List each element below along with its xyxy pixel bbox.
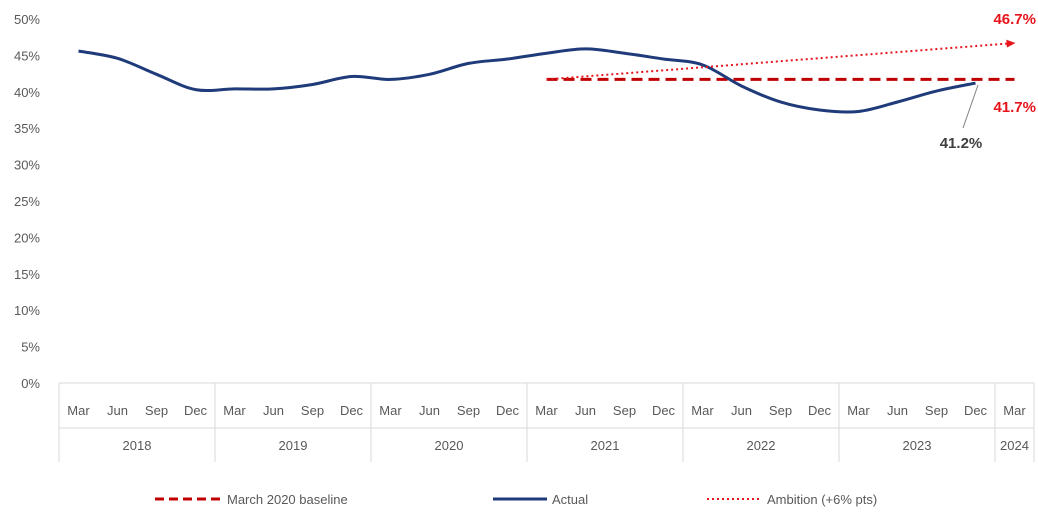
- annotations: 46.7% 41.7% 41.2%: [940, 11, 1036, 152]
- baseline-end-label: 41.7%: [993, 99, 1036, 116]
- x-tick-month: Sep: [613, 403, 636, 418]
- x-tick-month: Jun: [731, 403, 752, 418]
- x-tick-month: Jun: [575, 403, 596, 418]
- actual-end-leader-line: [962, 84, 979, 129]
- x-tick-month: Dec: [652, 403, 676, 418]
- x-tick-year: 2024: [1000, 438, 1029, 453]
- y-tick-label: 0%: [21, 376, 40, 391]
- x-tick-month: Mar: [379, 403, 402, 418]
- series-line-actual: [78, 47, 976, 114]
- y-axis-ticks: 0% 5% 10% 15% 20% 25% 30% 35% 40% 45% 50%: [14, 12, 40, 391]
- x-tick-month: Mar: [535, 403, 558, 418]
- ambition-end-label: 46.7%: [993, 11, 1036, 28]
- x-tick-month: Sep: [145, 403, 168, 418]
- x-tick-month: Mar: [691, 403, 714, 418]
- x-tick-year: 2019: [279, 438, 308, 453]
- legend-label-ambition: Ambition (+6% pts): [767, 492, 877, 507]
- x-tick-year: 2023: [903, 438, 932, 453]
- x-tick-month: Mar: [1003, 403, 1026, 418]
- y-tick-label: 40%: [14, 85, 40, 100]
- x-tick-month: Mar: [847, 403, 870, 418]
- plot-area: [78, 39, 1016, 114]
- x-tick-year: 2021: [591, 438, 620, 453]
- x-tick-month: Jun: [107, 403, 128, 418]
- y-tick-label: 30%: [14, 158, 40, 173]
- x-tick-month: Sep: [301, 403, 324, 418]
- x-tick-year: 2022: [747, 438, 776, 453]
- y-tick-label: 50%: [14, 12, 40, 27]
- legend: March 2020 baseline Actual Ambition (+6%…: [155, 492, 877, 507]
- y-tick-label: 5%: [21, 340, 40, 355]
- actual-end-label: 41.2%: [940, 135, 983, 152]
- x-tick-month: Dec: [340, 403, 364, 418]
- series-line-ambition: [546, 39, 1016, 81]
- x-tick-month: Jun: [887, 403, 908, 418]
- x-tick-month: Mar: [67, 403, 90, 418]
- x-tick-month: Dec: [184, 403, 208, 418]
- x-tick-month: Mar: [223, 403, 246, 418]
- x-tick-month: Jun: [419, 403, 440, 418]
- x-tick-year: 2020: [435, 438, 464, 453]
- x-tick-month: Dec: [808, 403, 832, 418]
- x-tick-year: 2018: [123, 438, 152, 453]
- x-tick-month: Sep: [457, 403, 480, 418]
- y-tick-label: 20%: [14, 230, 40, 245]
- y-tick-label: 35%: [14, 121, 40, 136]
- x-tick-month: Dec: [496, 403, 520, 418]
- y-tick-label: 25%: [14, 194, 40, 209]
- x-tick-month: Dec: [964, 403, 988, 418]
- x-tick-month: Sep: [769, 403, 792, 418]
- x-axis: Mar Jun Sep Dec Mar Jun Sep Dec Mar Jun Sep Dec Mar J…: [58, 382, 1035, 462]
- y-tick-label: 45%: [14, 48, 40, 63]
- y-tick-label: 10%: [14, 303, 40, 318]
- legend-label-baseline: March 2020 baseline: [227, 492, 348, 507]
- x-tick-month: Jun: [263, 403, 284, 418]
- legend-label-actual: Actual: [552, 492, 588, 507]
- x-tick-month: Sep: [925, 403, 948, 418]
- y-tick-label: 15%: [14, 267, 40, 282]
